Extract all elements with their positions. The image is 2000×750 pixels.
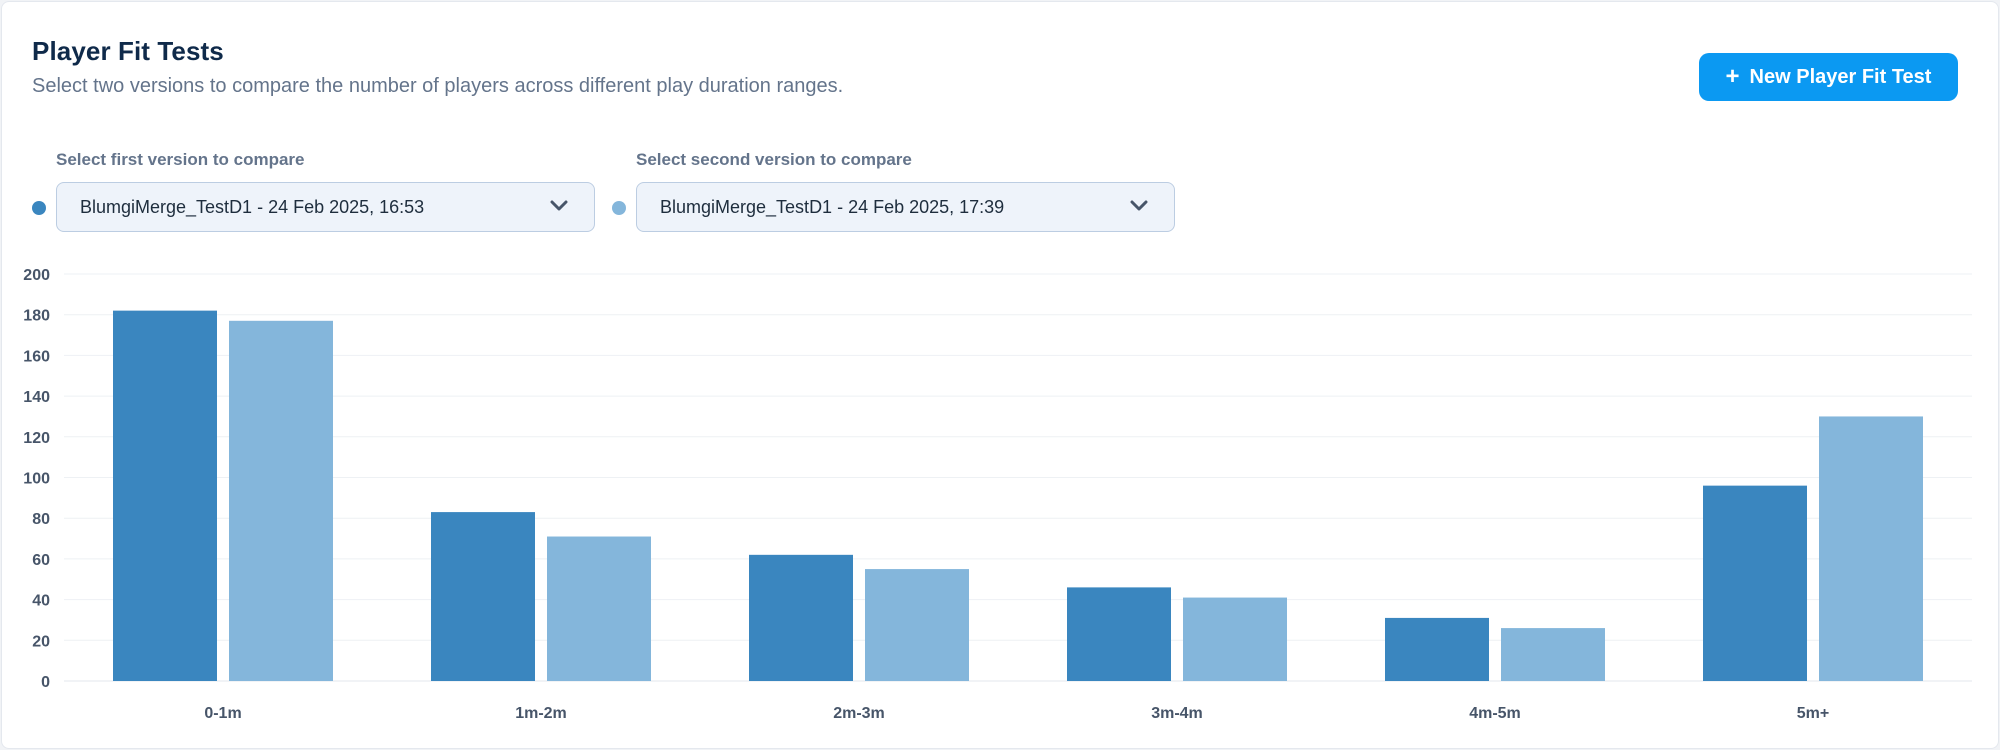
bar-3m-4m-series-1 bbox=[1067, 587, 1171, 681]
second-version-label: Select second version to compare bbox=[636, 150, 912, 169]
x-tick-label: 4m-5m bbox=[1469, 705, 1521, 722]
y-tick-label: 200 bbox=[23, 267, 50, 284]
chevron-down-icon bbox=[550, 200, 568, 211]
x-tick-label: 0-1m bbox=[204, 705, 241, 722]
first-version-label: Select first version to compare bbox=[56, 150, 305, 169]
y-tick-label: 140 bbox=[23, 389, 50, 406]
bar-5m+-series-1 bbox=[1703, 485, 1807, 681]
y-tick-label: 80 bbox=[32, 511, 50, 528]
page-subtitle: Select two versions to compare the numbe… bbox=[32, 75, 844, 97]
x-tick-label: 1m-2m bbox=[515, 705, 567, 722]
bar-2m-3m-series-2 bbox=[865, 569, 969, 681]
bar-3m-4m-series-2 bbox=[1183, 597, 1287, 681]
bar-4m-5m-series-2 bbox=[1501, 628, 1605, 681]
x-tick-label: 5m+ bbox=[1797, 705, 1829, 722]
first-version-value: BlumgiMerge_TestD1 - 24 Feb 2025, 16:53 bbox=[80, 196, 425, 217]
chevron-down-icon bbox=[1130, 200, 1148, 211]
bar-5m+-series-2 bbox=[1819, 416, 1923, 681]
second-version-value: BlumgiMerge_TestD1 - 24 Feb 2025, 17:39 bbox=[660, 196, 1005, 217]
x-tick-label: 2m-3m bbox=[833, 705, 885, 722]
bar-1m-2m-series-1 bbox=[431, 512, 535, 681]
y-tick-label: 20 bbox=[32, 633, 50, 650]
bar-4m-5m-series-1 bbox=[1385, 617, 1489, 681]
new-player-fit-test-label: New Player Fit Test bbox=[1749, 65, 1932, 88]
bar-0-1m-series-2 bbox=[229, 320, 333, 681]
first-series-dot bbox=[32, 201, 46, 215]
x-tick-label: 3m-4m bbox=[1151, 705, 1203, 722]
bar-1m-2m-series-2 bbox=[547, 536, 651, 681]
first-version-select[interactable]: BlumgiMerge_TestD1 - 24 Feb 2025, 16:53 bbox=[56, 182, 595, 232]
bar-2m-3m-series-1 bbox=[749, 554, 853, 681]
y-tick-label: 100 bbox=[23, 471, 50, 488]
y-tick-label: 60 bbox=[32, 552, 50, 569]
y-tick-label: 40 bbox=[32, 593, 50, 610]
y-tick-label: 180 bbox=[23, 308, 50, 325]
page-title: Player Fit Tests bbox=[32, 36, 224, 66]
y-tick-label: 160 bbox=[23, 348, 50, 365]
new-player-fit-test-button[interactable]: + New Player Fit Test bbox=[1699, 53, 1958, 101]
plus-icon: + bbox=[1725, 63, 1740, 90]
y-tick-label: 0 bbox=[41, 674, 50, 691]
bar-0-1m-series-1 bbox=[113, 310, 217, 681]
second-series-dot bbox=[612, 201, 626, 215]
y-tick-label: 120 bbox=[23, 430, 50, 447]
second-version-select[interactable]: BlumgiMerge_TestD1 - 24 Feb 2025, 17:39 bbox=[636, 182, 1175, 232]
